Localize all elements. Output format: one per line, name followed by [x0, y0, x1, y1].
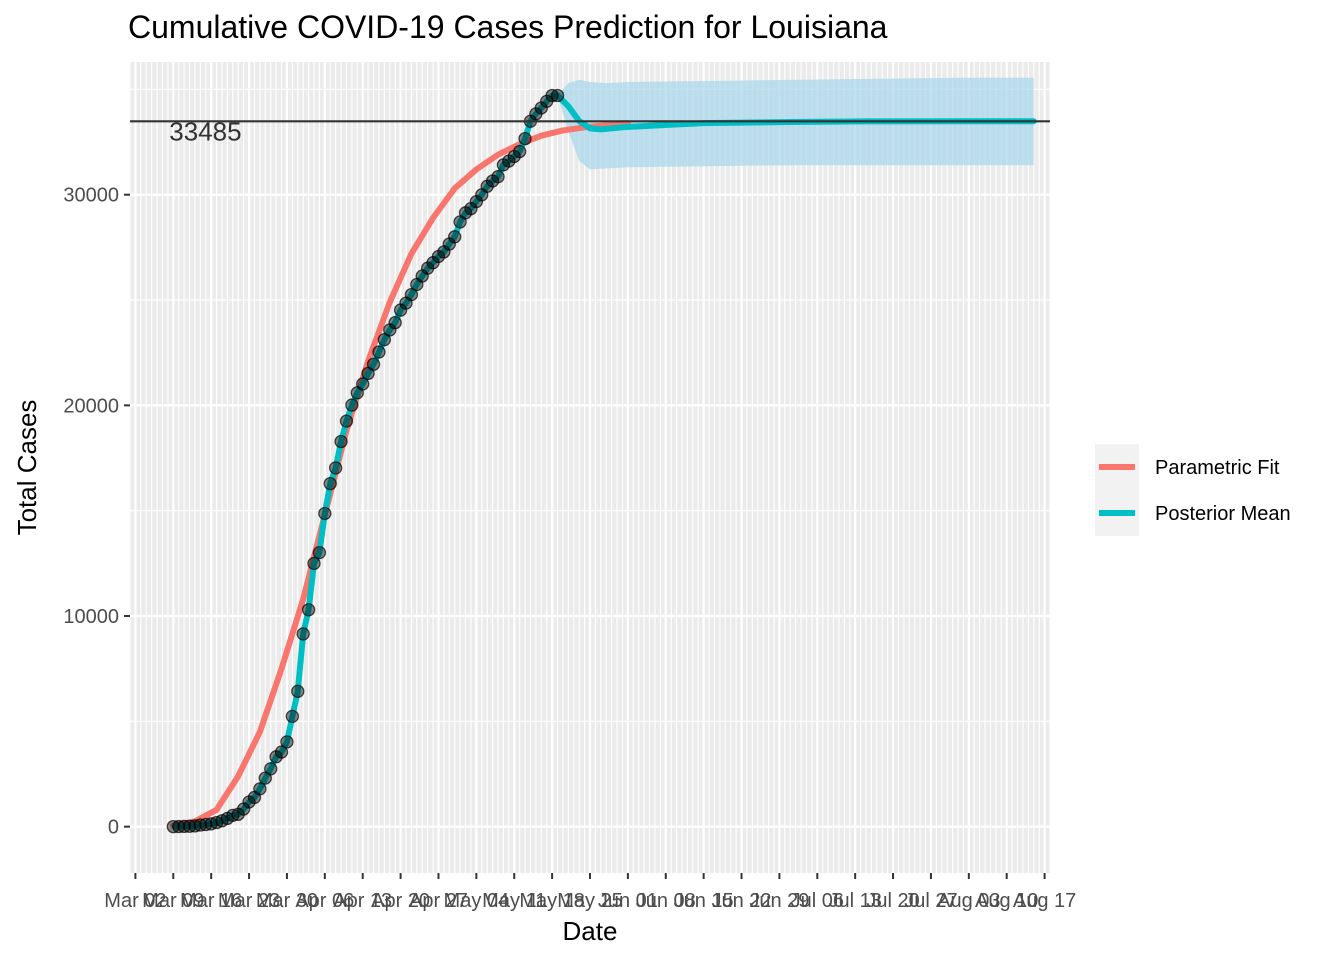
x-tick-label: Jun 29 [749, 890, 809, 912]
data-point [285, 709, 300, 723]
y-tick-label: 0 [108, 817, 119, 839]
x-tick-label: Mar 30 [256, 890, 318, 912]
x-tick-label: Jul 13 [828, 890, 881, 912]
y-axis: 0 10000 20000 30000 [63, 185, 130, 839]
data-point [356, 377, 370, 391]
data-point [264, 762, 278, 776]
x-tick-label: May 04 [444, 890, 510, 912]
x-tick-label: Jun 15 [674, 890, 734, 912]
data-point [318, 506, 332, 521]
data-point [296, 627, 310, 641]
data-point [301, 603, 316, 617]
data-point [448, 230, 462, 244]
data-point [307, 556, 321, 571]
y-tick-label: 10000 [63, 606, 119, 628]
x-tick-label: Jun 22 [711, 890, 771, 912]
y-tick-label: 30000 [63, 185, 119, 207]
data-point [339, 414, 354, 428]
data-point [253, 782, 267, 796]
data-point [291, 684, 305, 698]
y-axis-title: Total Cases [12, 400, 42, 536]
data-point [328, 461, 343, 475]
x-tick-label: Jul 27 [904, 890, 957, 912]
x-tick-label: Apr 27 [409, 890, 468, 912]
x-tick-label: Aug 17 [1013, 890, 1076, 912]
data-point [404, 287, 419, 302]
x-tick-label: May 25 [557, 890, 623, 912]
legend-label: Posterior Mean [1155, 503, 1291, 525]
y-tick-label: 20000 [63, 395, 119, 417]
legend-label: Parametric Fit [1155, 457, 1280, 479]
grid [129, 62, 1051, 873]
data-point [323, 476, 337, 491]
data-point [491, 170, 505, 184]
x-axis-title: Date [563, 916, 618, 946]
data-point [550, 88, 565, 103]
x-tick-label: Apr 13 [333, 890, 392, 912]
x-tick-label: May 11 [482, 890, 546, 912]
x-tick-label: Mar 16 [180, 890, 242, 912]
reference-line-label: 33485 [169, 116, 241, 146]
observed-points [166, 88, 565, 834]
data-point [518, 131, 532, 146]
data-point [280, 735, 294, 749]
legend: Parametric Fit Posterior Mean [1095, 444, 1291, 536]
x-tick-label: Mar 09 [142, 890, 204, 912]
x-tick-label: Apr 06 [295, 890, 354, 912]
data-point [512, 144, 527, 159]
data-point [372, 345, 386, 359]
data-point [312, 545, 327, 560]
x-tick-label: May 18 [519, 890, 585, 912]
x-tick-label: Mar 23 [218, 890, 280, 912]
x-tick-label: Aug 03 [937, 890, 1000, 912]
series-line-0 [170, 120, 631, 829]
x-tick-label: Jun 08 [636, 890, 696, 912]
x-tick-label: Jul 20 [866, 890, 919, 912]
data-point [366, 357, 381, 371]
data-point [345, 398, 359, 412]
data-point [274, 745, 289, 759]
x-tick-label: Mar 02 [104, 890, 166, 912]
x-tick-label: Aug 10 [975, 890, 1038, 912]
data-point [388, 315, 402, 330]
data-point [334, 434, 348, 449]
x-tick-label: Apr 20 [371, 890, 430, 912]
x-tick-label: Jul 06 [791, 890, 844, 912]
chart-title: Cumulative COVID-19 Cases Prediction for… [128, 9, 888, 45]
x-tick-label: Jun 01 [598, 890, 658, 912]
